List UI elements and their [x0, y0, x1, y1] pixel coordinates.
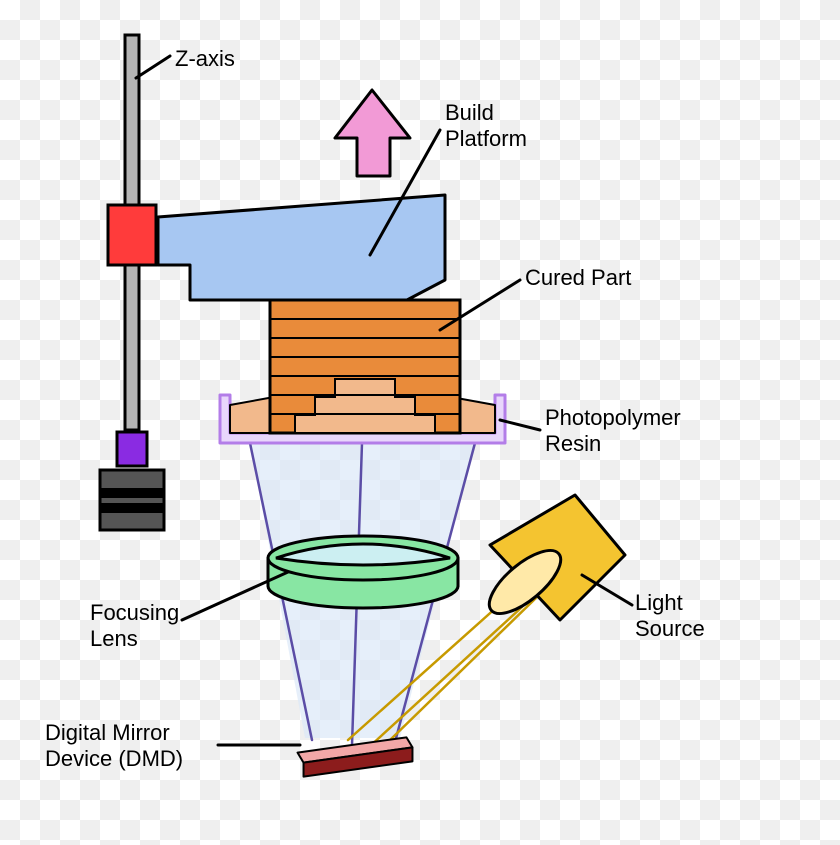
up-arrow-icon	[335, 90, 410, 176]
diagram-svg	[0, 0, 840, 845]
label-build-platform: Build Platform	[445, 100, 527, 153]
z-motor	[100, 470, 164, 530]
label-dmd: Digital Mirror Device (DMD)	[45, 720, 183, 773]
label-cured-part: Cured Part	[525, 265, 631, 291]
label-z-axis: Z-axis	[175, 46, 235, 72]
label-resin: Photopolymer Resin	[545, 405, 681, 458]
diagram-canvas: Z-axis Build Platform Cured Part Photopo…	[0, 0, 840, 845]
z-coupler	[117, 432, 147, 466]
z-carriage	[108, 205, 156, 265]
build-platform	[158, 195, 445, 300]
label-focusing-lens: Focusing Lens	[90, 600, 179, 653]
label-light-source: Light Source	[635, 590, 705, 643]
